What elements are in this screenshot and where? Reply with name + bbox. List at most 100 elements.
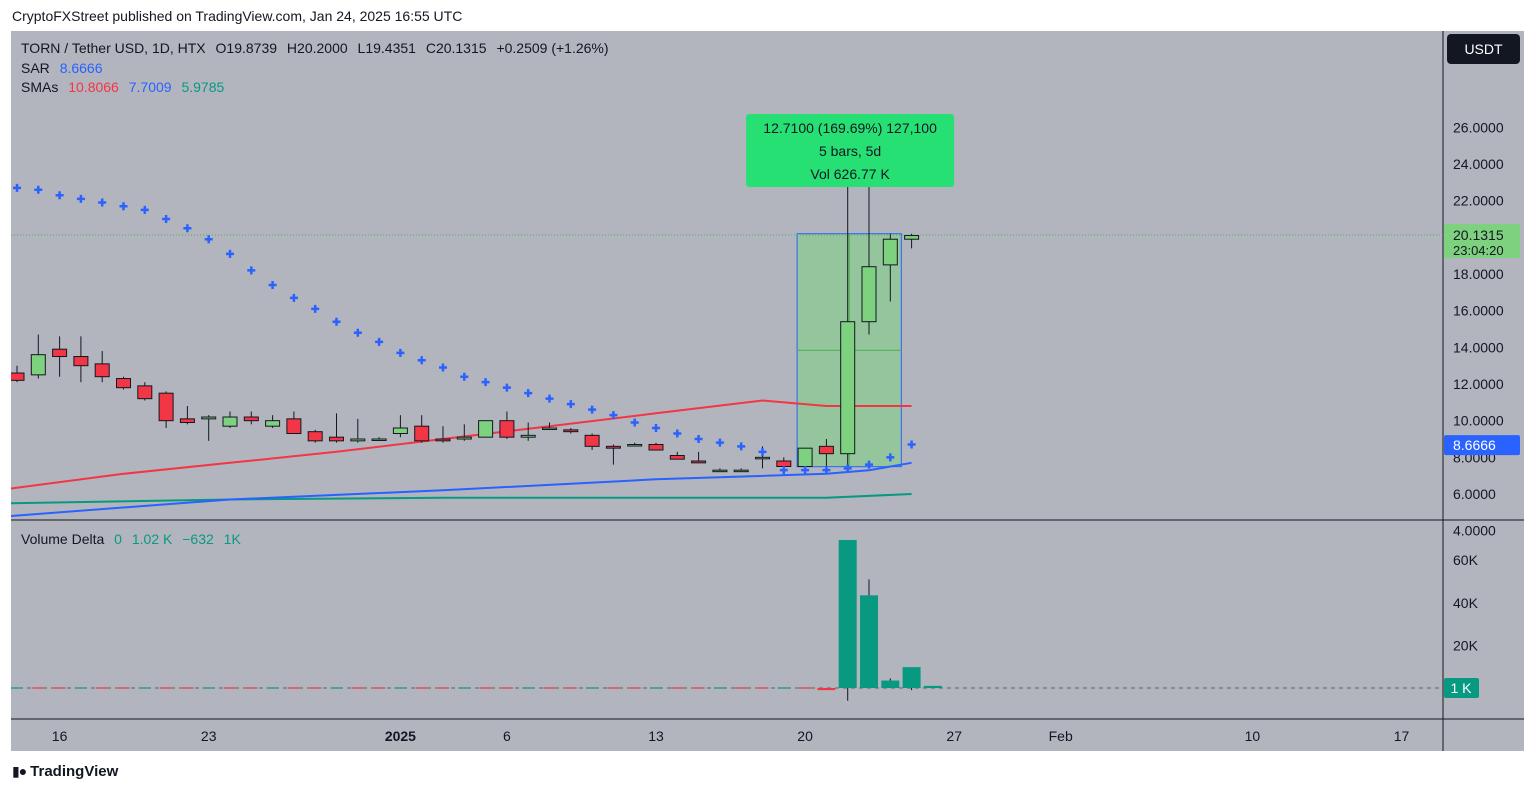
candle-body-29 [627,444,643,447]
sma1-value: 10.8066 [68,79,119,95]
sar-point-16 [353,328,362,337]
measure-label-line2: 5 bars, 5d [819,143,881,159]
sar-point-22 [481,378,490,387]
chart-svg[interactable]: 26.0000 24.0000 22.0000 18.0000 16.0000 14.00… [11,31,1524,751]
vd-label: Volume Delta [21,531,105,547]
candle-body-32 [691,460,707,464]
candle-body-23 [499,420,515,438]
sar-point-35 [758,447,767,456]
candle-body-40 [861,266,877,323]
candle-body-14 [307,431,323,442]
candle-body-34 [733,469,749,473]
price-tick-label-10: 4.0000 [1453,523,1496,539]
time-tick-label-5: 20 [797,728,813,744]
price-tick-label-5: 14.0000 [1453,339,1504,355]
sma-green-line [11,493,912,505]
sar-point-14 [311,304,320,313]
published-caption: CryptoFXStreet published on TradingView.… [12,8,463,24]
sar-point-28 [609,411,618,420]
candle-body-11 [243,416,259,422]
candle-body-7 [158,392,174,422]
candle-body-8 [179,418,195,424]
sma3-value: 5.9785 [181,79,225,95]
sar-point-11 [247,266,256,275]
sar-point-26 [566,400,575,409]
price-tick-label-1: 24.0000 [1453,156,1504,172]
symbol-name[interactable]: TORN / Tether USD, 1D, HTX [21,40,206,56]
candle-body-38 [818,445,834,455]
sar-legend[interactable]: SAR 8.6666 [21,60,109,76]
sar-tag-bg [1444,435,1520,456]
price-tick-label-3: 18.0000 [1453,266,1504,282]
candle-body-25 [542,427,557,431]
measure-label-line3: Vol 626.77 K [810,166,890,182]
candle-body-15 [329,436,344,442]
candle-body-37 [797,447,813,468]
candle-body-19 [414,425,430,442]
sar-point-20 [439,363,447,372]
sar-point-29 [630,418,639,427]
candle-body-21 [456,436,472,440]
vd-bar-0 [817,688,836,691]
sar-label: SAR [21,60,50,76]
vd-tick-label-0: 60K [1453,552,1479,568]
sar-point-19 [417,356,426,365]
candle-body-36 [776,460,792,468]
last-price-tag-value: 20.1315 [1453,227,1504,243]
last-price-tag-countdown: 23:04:20 [1453,243,1504,258]
candle-body-16 [350,438,366,442]
candle-body-30 [648,444,664,451]
vd-tick-label-1: 40K [1453,595,1479,611]
sar-point-40 [865,460,873,469]
candle-body-18 [392,427,408,435]
volume-delta-legend[interactable]: Volume Delta 0 1.02 K −632 1K [21,531,247,547]
last-price-tag-bg [1444,223,1520,258]
ohlc-open: O19.8739 [215,40,278,56]
candle-body-28 [605,445,621,449]
sar-point-39 [843,464,852,473]
candle-body-17 [371,438,387,442]
sar-point-5 [119,202,128,211]
tradingview-logo-icon: ▮● [12,763,27,779]
price-tick-label-4: 16.0000 [1453,303,1504,319]
sar-point-0 [13,183,21,192]
price-tick-label-9: 6.0000 [1453,486,1496,502]
sar-point-13 [289,293,298,302]
currency-button[interactable]: USDT [1447,34,1520,64]
price-tick-label-2: 22.0000 [1453,193,1504,209]
tradingview-logo[interactable]: ▮● TradingView [12,763,118,780]
time-tick-label-4: 13 [648,728,664,744]
candle-body-4 [94,363,110,378]
vd-value-3: −632 [182,531,214,547]
chart-frame[interactable]: 26.0000 24.0000 22.0000 18.0000 16.0000 14.00… [11,31,1524,751]
candle-body-9 [201,416,217,420]
vd-bar-1 [838,539,857,688]
sar-point-34 [737,442,746,451]
candle-body-27 [584,434,600,447]
tradingview-brand: TradingView [30,763,119,780]
sar-tag-value: 8.6666 [1453,437,1496,453]
candle-body-41 [882,238,898,266]
ohlc-change: +0.2509 (+1.26%) [496,40,609,56]
sar-point-2 [55,191,64,200]
sar-point-3 [76,194,85,203]
candle-body-26 [563,429,579,433]
price-tick-label-7: 10.0000 [1453,413,1504,429]
sar-value: 8.6666 [59,60,103,76]
sar-point-41 [886,453,895,462]
sar-point-32 [694,435,703,444]
candle-body-31 [669,455,685,460]
vd-bar-4 [902,667,921,688]
measure-label-box [746,114,955,187]
sar-point-10 [226,249,234,258]
candle-body-33 [712,469,728,473]
smas-legend[interactable]: SMAs 10.8066 7.7009 5.9785 [21,79,230,95]
time-tick-label-7: Feb [1049,728,1073,744]
candle-body-42 [904,235,920,240]
time-tick-label-1: 23 [201,728,217,744]
candle-body-5 [116,378,131,389]
candle-body-10 [222,416,238,427]
ohlc-high: H20.2000 [286,40,348,56]
candle-body-12 [265,420,281,427]
price-tick-label-0: 26.0000 [1453,119,1504,135]
